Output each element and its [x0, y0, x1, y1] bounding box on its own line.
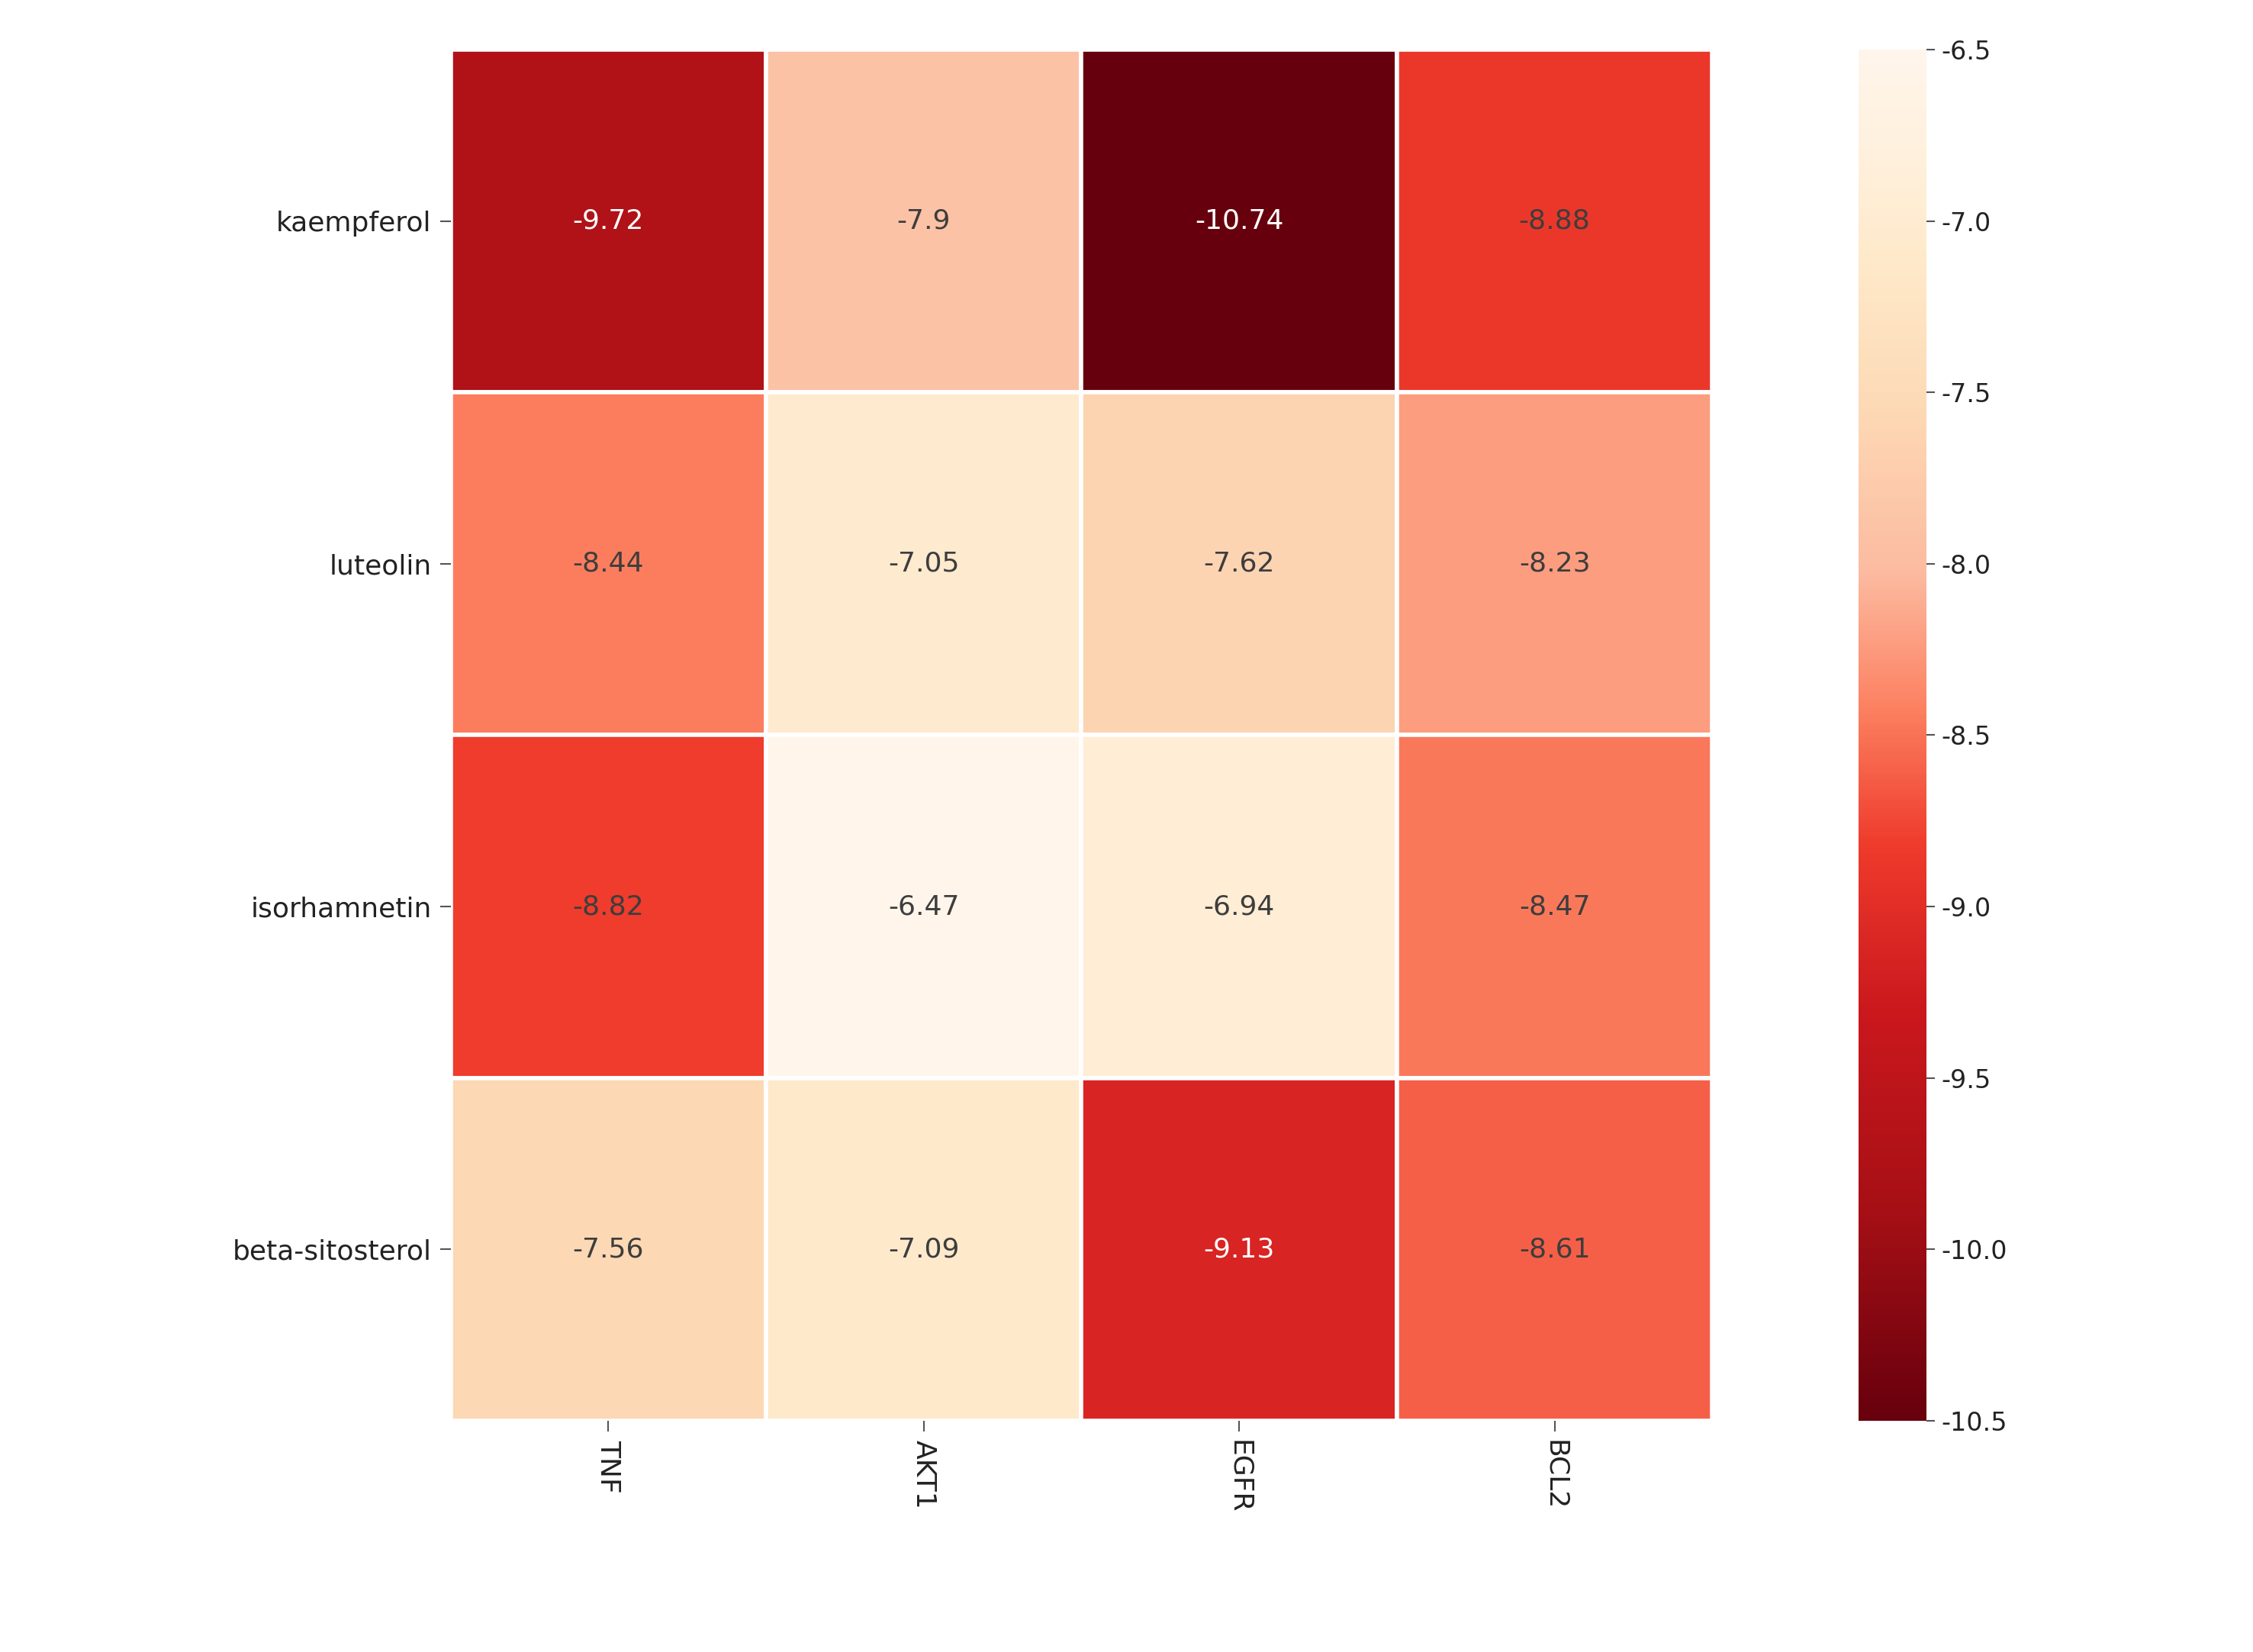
Text: -10.74: -10.74: [1194, 208, 1284, 235]
Bar: [1081, 393, 1397, 735]
Bar: [451, 393, 766, 735]
Bar: [766, 735, 1081, 1079]
Text: -9.72: -9.72: [572, 208, 644, 235]
Text: -8.44: -8.44: [572, 550, 644, 577]
Text: -7.56: -7.56: [572, 1236, 644, 1262]
Bar: [1081, 735, 1397, 1079]
Bar: [766, 393, 1081, 735]
Bar: [1081, 1079, 1397, 1421]
Bar: [1397, 50, 1712, 393]
Text: -8.47: -8.47: [1519, 894, 1591, 920]
Text: -8.23: -8.23: [1519, 550, 1591, 577]
Bar: [766, 1079, 1081, 1421]
Bar: [1397, 1079, 1712, 1421]
Text: -8.82: -8.82: [572, 894, 644, 920]
Bar: [1397, 393, 1712, 735]
Bar: [766, 50, 1081, 393]
Bar: [451, 50, 766, 393]
Text: -9.13: -9.13: [1203, 1236, 1275, 1262]
Text: -6.94: -6.94: [1203, 894, 1275, 920]
Text: -8.61: -8.61: [1519, 1236, 1591, 1262]
Text: -8.88: -8.88: [1519, 208, 1591, 235]
Bar: [451, 1079, 766, 1421]
Text: -7.62: -7.62: [1203, 550, 1275, 577]
Bar: [1397, 735, 1712, 1079]
Text: -7.05: -7.05: [888, 550, 960, 577]
Text: -6.47: -6.47: [888, 894, 960, 920]
Text: -7.9: -7.9: [897, 208, 951, 235]
Bar: [451, 735, 766, 1079]
Text: -7.09: -7.09: [888, 1236, 960, 1262]
Bar: [1081, 50, 1397, 393]
